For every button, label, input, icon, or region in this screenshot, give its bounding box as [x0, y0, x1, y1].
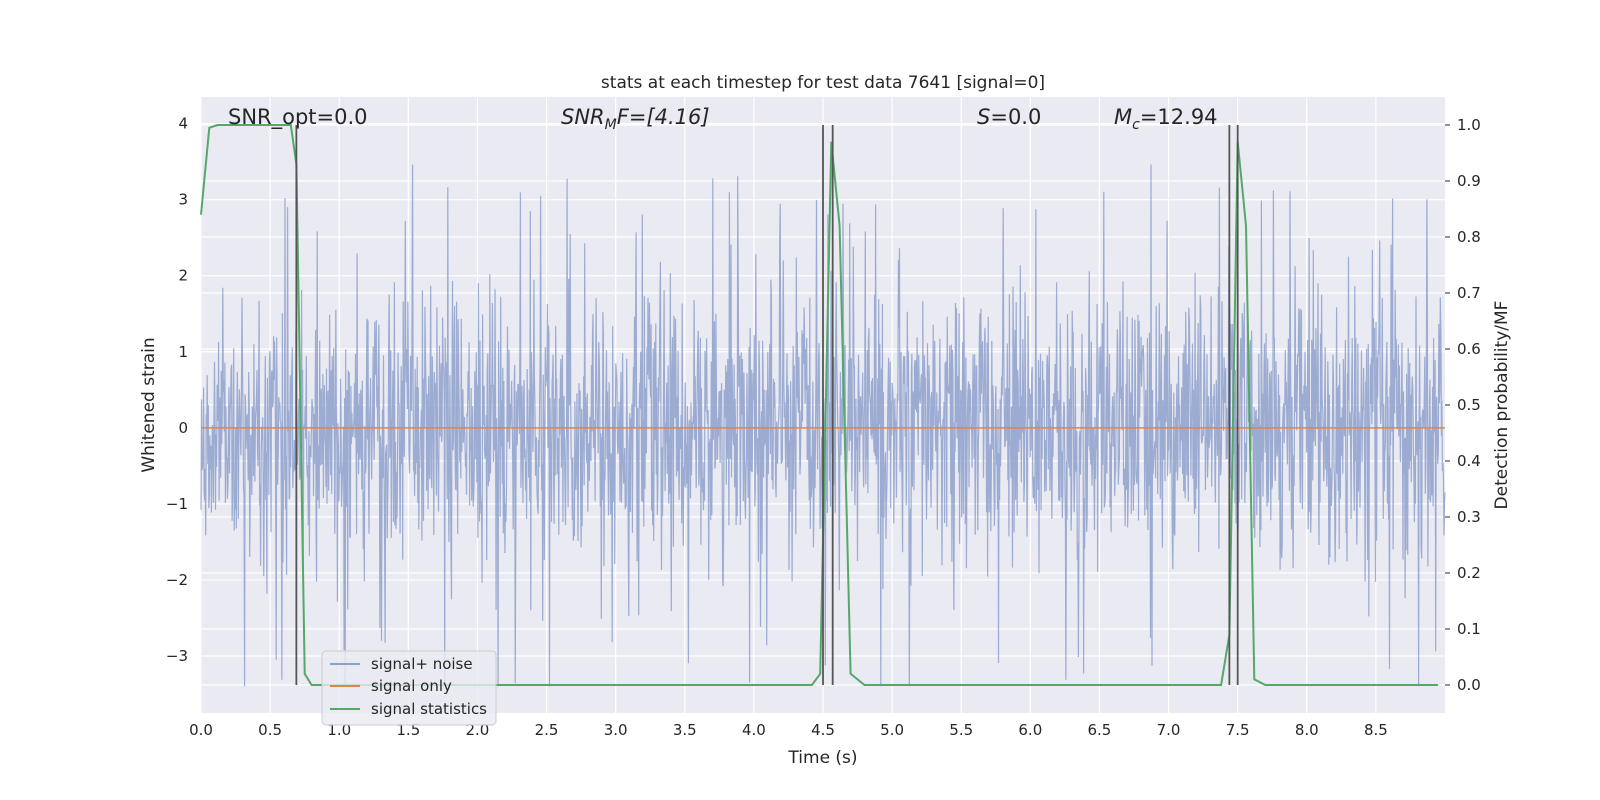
legend-signal-label: signal only — [371, 677, 452, 695]
left-y-tick-label: −1 — [166, 495, 188, 513]
x-axis-label: Time (s) — [787, 748, 857, 768]
left-y-tick-label: 3 — [178, 191, 188, 209]
left-y-tick-label: 1 — [178, 343, 188, 361]
annotation-snr-mf-sub: M — [605, 117, 617, 133]
x-tick-label: 6.5 — [1088, 721, 1112, 739]
left-y-tick-label: 0 — [178, 419, 188, 437]
x-axis-ticks: 0.0 0.5 1.0 1.5 2.0 2.5 3.0 3.5 4.0 4.5 5.0 5.5 6.0 6… — [189, 721, 1388, 739]
right-y-tick-label: 0.7 — [1457, 284, 1481, 302]
right-y-tick-label: 0.8 — [1457, 228, 1481, 246]
right-y-tick-label: 1.0 — [1457, 116, 1481, 134]
legend-noise-label: signal+ noise — [371, 655, 473, 673]
left-y-axis-label: Whitened strain — [139, 337, 159, 472]
x-tick-label: 7.0 — [1157, 721, 1181, 739]
annotation-snr-mf: SNRMF=[4.16] — [561, 105, 710, 133]
legend-box — [321, 650, 497, 726]
annotation-mc-main: M — [1114, 105, 1132, 129]
annotation-mc: Mc=12.94 — [1114, 105, 1218, 133]
right-y-tick-label: 0.2 — [1457, 564, 1481, 582]
annotation-snr-mf-main: SNR — [561, 105, 605, 129]
left-y-tick-label: 4 — [178, 115, 188, 133]
legend-stats-label: signal statistics — [371, 700, 487, 718]
x-tick-label: 3.5 — [673, 721, 697, 739]
left-y-tick-label: −2 — [166, 571, 188, 589]
x-tick-label: 2.5 — [535, 721, 559, 739]
x-tick-label: 4.5 — [811, 721, 835, 739]
x-tick-label: 6.0 — [1018, 721, 1042, 739]
right-y-tick-label: 0.5 — [1457, 396, 1481, 414]
annotation-mc-rest: =12.94 — [1140, 105, 1218, 129]
series-signal-statistics — [200, 124, 1439, 686]
annotation-s-main: S — [977, 105, 990, 129]
x-tick-label: 5.0 — [880, 721, 904, 739]
annotation-snr-opt: SNR_opt=0.0 — [228, 105, 368, 130]
chart-title: stats at each timestep for test data 764… — [601, 73, 1045, 93]
left-y-tick-label: −3 — [166, 647, 188, 665]
right-y-tick-label: 0.0 — [1457, 676, 1481, 694]
x-tick-label: 4.0 — [742, 721, 766, 739]
annotation-s-rest: =0.0 — [990, 105, 1041, 129]
annotation-snr-mf-rest: F=[4.16] — [617, 105, 710, 129]
right-y-axis-label: Detection probability/MF — [1492, 301, 1512, 510]
right-y-tick-label: 0.6 — [1457, 340, 1481, 358]
annotation-s: S=0.0 — [977, 105, 1041, 129]
x-tick-label: 7.5 — [1226, 721, 1250, 739]
x-tick-label: 0.0 — [189, 721, 213, 739]
right-y-tick-label: 0.1 — [1457, 620, 1481, 638]
left-y-axis-ticks: −3 −2 −1 0 1 2 3 4 — [166, 115, 188, 665]
x-tick-label: 0.5 — [258, 721, 282, 739]
x-tick-label: 8.5 — [1364, 721, 1388, 739]
right-y-tick-label: 0.3 — [1457, 508, 1481, 526]
right-y-axis-ticks: 0.0 0.1 0.2 0.3 0.4 0.5 0.6 0.7 0.8 0.9 1.0 — [1445, 116, 1481, 694]
right-y-tick-label: 0.4 — [1457, 452, 1481, 470]
left-y-tick-label: 2 — [178, 267, 188, 285]
right-y-tick-label: 0.9 — [1457, 172, 1481, 190]
x-tick-label: 5.5 — [949, 721, 973, 739]
legend: signal+ noise signal only signal statist… — [321, 650, 497, 726]
x-tick-label: 8.0 — [1295, 721, 1319, 739]
vertical-markers — [295, 125, 1239, 685]
annotation-mc-sub: c — [1132, 117, 1140, 133]
x-tick-label: 3.0 — [604, 721, 628, 739]
